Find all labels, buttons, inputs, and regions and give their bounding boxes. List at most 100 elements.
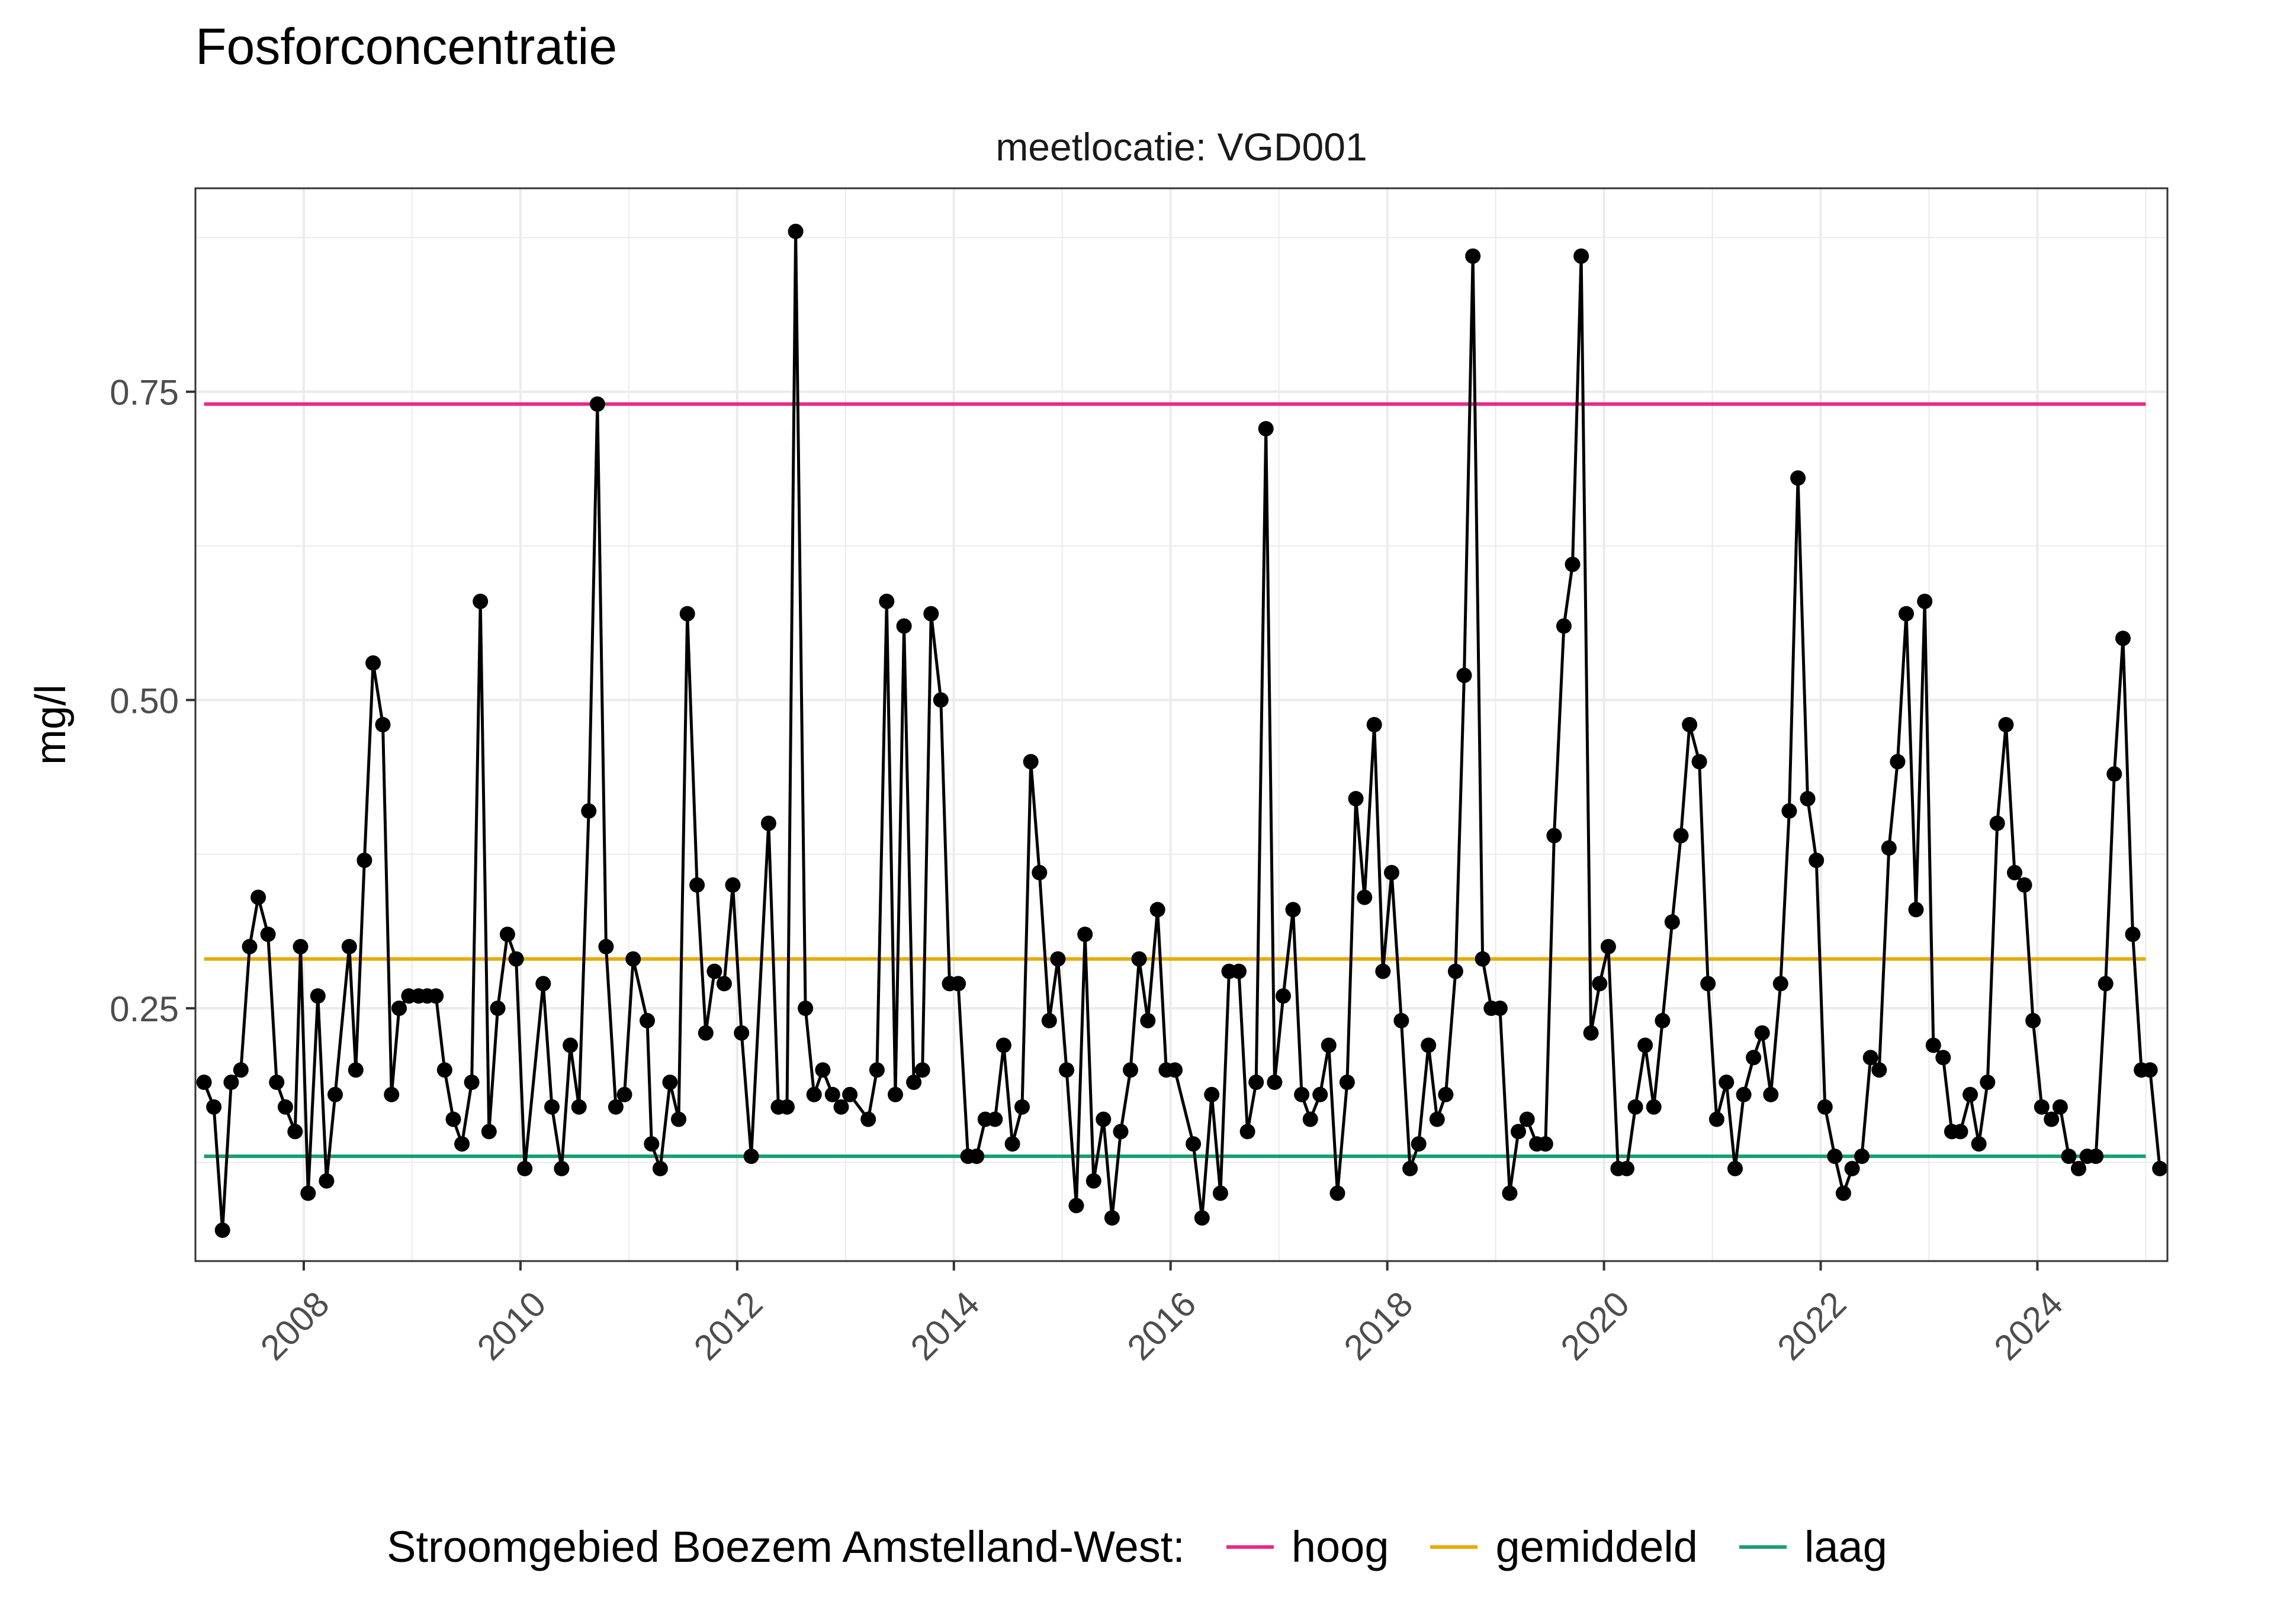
data-point [1339,1075,1355,1090]
data-point [1646,1099,1662,1115]
data-point [969,1149,985,1164]
data-point [310,988,326,1004]
data-point [1925,1037,1941,1053]
data-point [779,1099,795,1115]
reference-lines [204,402,2146,1158]
data-point [1899,606,1914,622]
data-point [806,1086,822,1102]
data-point [1123,1062,1138,1078]
data-point [1835,1185,1851,1201]
data-point [662,1075,678,1090]
y-axis-label: mg/l [27,684,75,765]
data-point [2044,1111,2060,1127]
data-point [1429,1111,1445,1127]
data-point [652,1160,668,1176]
legend-key-laag [1739,1545,1787,1549]
data-point [242,938,258,954]
plot-panel [195,188,2167,1261]
data-point [1998,717,2014,732]
data-point [1854,1149,1870,1164]
data-point [734,1025,750,1041]
data-point [1384,864,1399,880]
data-point [1809,853,1825,869]
data-point [1763,1086,1779,1102]
data-point [1375,963,1391,979]
data-point [1754,1025,1770,1041]
data-point [640,1012,655,1028]
data-point [1421,1037,1437,1053]
data-point [1600,938,1616,954]
data-point [914,1062,930,1078]
data-point [464,1075,480,1090]
data-point [2098,976,2114,992]
data-point [906,1075,922,1090]
data-point [1708,1111,1724,1127]
data-point [2016,877,2032,893]
x-tick-label: 2022 [1769,1284,1854,1368]
data-point [260,927,276,943]
data-point [1239,1124,1255,1140]
data-point [869,1062,885,1078]
data-point [1871,1062,1887,1078]
data-point [581,803,597,819]
legend-label-gemiddeld: gemiddeld [1495,1522,1698,1571]
data-point [1637,1037,1653,1053]
data-point [1194,1210,1210,1226]
data-point [1276,988,1291,1004]
data-point [1167,1062,1183,1078]
data-point [1556,618,1572,634]
legend-title: Stroomgebied Boezem Amstelland-West: [387,1522,1185,1571]
data-point [1032,864,1048,880]
data-point [508,951,524,967]
data-point [473,593,489,609]
legend-item-laag: laag [1739,1522,1887,1572]
data-point [327,1086,343,1102]
data-point [1248,1075,1264,1090]
x-tick-label: 2016 [1120,1284,1204,1368]
data-point [428,988,444,1004]
data-point [798,1001,814,1016]
data-point [716,976,732,992]
data-point [554,1160,570,1176]
data-point [1014,1099,1030,1115]
data-point [608,1099,624,1115]
data-point [1511,1124,1526,1140]
legend-label-hoog: hoog [1291,1522,1389,1571]
data-point [1068,1198,1084,1214]
data-point [1827,1149,1843,1164]
data-point [1402,1160,1418,1176]
data-point [319,1173,335,1189]
facet-label: meetlocatie: VGD001 [995,125,1367,169]
legend: Stroomgebied Boezem Amstelland-West: hoo… [0,1522,2274,1572]
y-tick-label: 0.25 [110,989,179,1029]
y-axis: 0.25 0.50 0.75 [110,373,195,1029]
data-point [1790,470,1806,486]
data-point [689,877,705,893]
data-point [1565,557,1581,573]
data-point [1573,248,1589,264]
data-point [1131,951,1147,967]
data-point [348,1062,364,1078]
data-point [1212,1185,1228,1201]
data-point [725,877,741,893]
data-point [2152,1160,2168,1176]
data-point [2106,766,2122,782]
data-point [1321,1037,1337,1053]
data-point [788,223,804,239]
data-point [1971,1136,1987,1152]
data-point [563,1037,579,1053]
data-point [879,593,895,609]
data-point [1719,1075,1735,1090]
data-point [950,976,966,992]
data-point [1691,754,1707,770]
data-point [1348,791,1364,806]
data-point [1862,1050,1878,1066]
data-point [2142,1062,2158,1078]
y-tick-label: 0.50 [110,681,179,721]
data-point [1546,828,1562,844]
data-point [1935,1050,1951,1066]
data-point [1980,1075,1996,1090]
data-point [1077,927,1093,943]
data-point [2088,1149,2104,1164]
y-tick-label: 0.75 [110,373,179,413]
